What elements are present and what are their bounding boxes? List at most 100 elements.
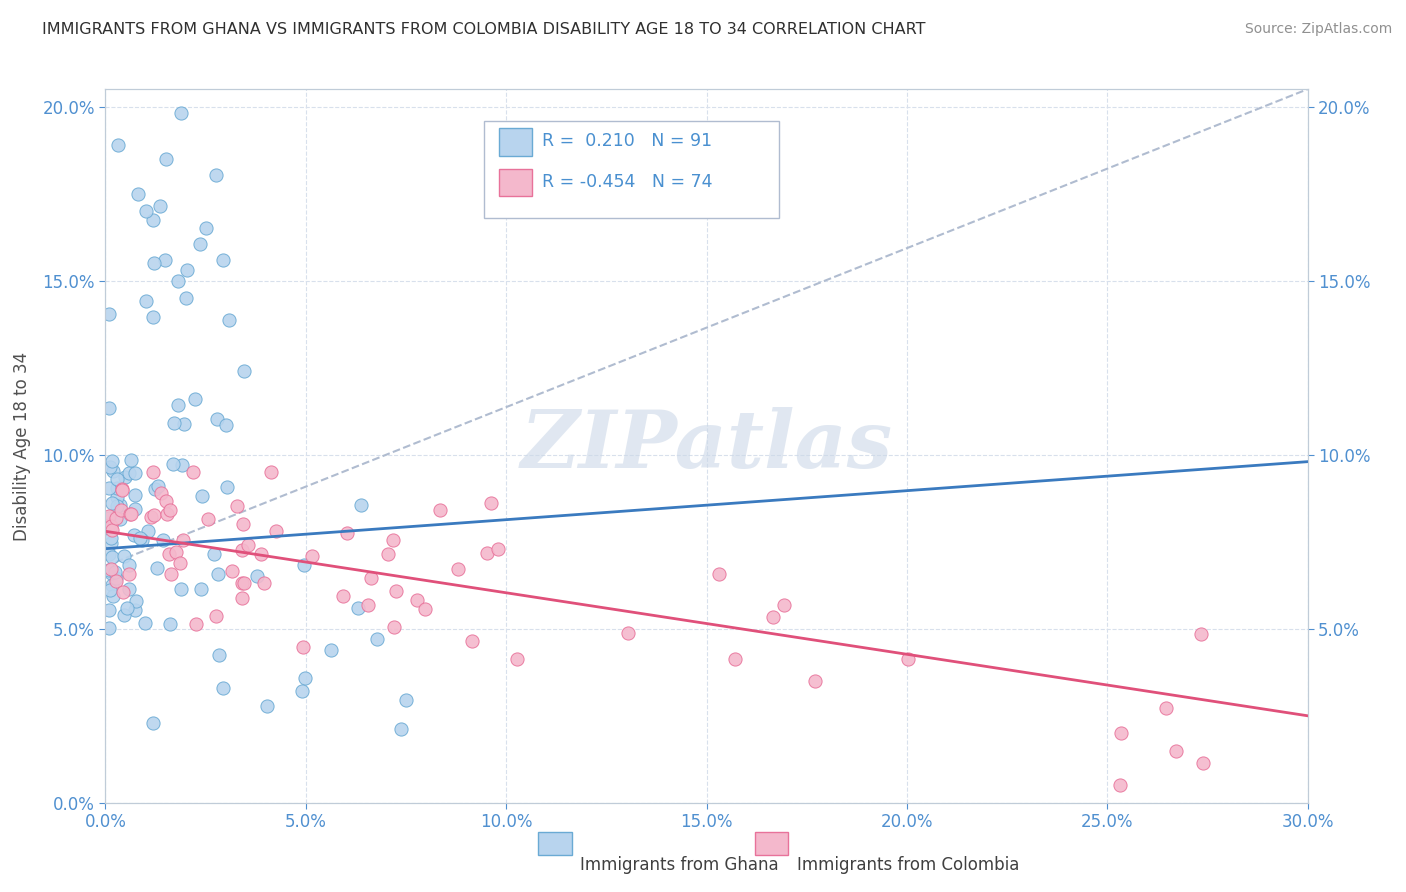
Point bbox=[162, 457, 184, 471]
Point bbox=[111, 482, 134, 496]
Point bbox=[149, 199, 172, 213]
Point bbox=[156, 507, 179, 521]
Point bbox=[256, 698, 278, 713]
Point bbox=[212, 253, 235, 268]
Text: ZIPatlas: ZIPatlas bbox=[520, 408, 893, 484]
Point bbox=[205, 169, 228, 183]
Point bbox=[107, 500, 129, 514]
Point bbox=[105, 511, 128, 525]
Point bbox=[142, 465, 165, 479]
Point bbox=[460, 634, 482, 648]
Point bbox=[100, 531, 122, 545]
Point bbox=[617, 626, 640, 640]
Point bbox=[447, 562, 470, 576]
Point bbox=[389, 722, 412, 736]
Point bbox=[101, 454, 124, 468]
Point bbox=[385, 583, 408, 598]
Point bbox=[142, 310, 165, 324]
Point bbox=[191, 489, 214, 503]
Point bbox=[111, 483, 134, 497]
Point bbox=[173, 417, 195, 432]
Point bbox=[135, 204, 157, 219]
Point bbox=[246, 569, 269, 583]
Point bbox=[395, 692, 418, 706]
Text: R =  0.210   N = 91: R = 0.210 N = 91 bbox=[541, 132, 711, 150]
Point bbox=[112, 584, 135, 599]
Point bbox=[160, 566, 183, 581]
Text: Immigrants from Ghana: Immigrants from Ghana bbox=[581, 856, 779, 874]
Point bbox=[218, 313, 240, 327]
Point bbox=[202, 548, 225, 562]
Point bbox=[406, 592, 429, 607]
Point bbox=[170, 105, 193, 120]
FancyBboxPatch shape bbox=[499, 128, 533, 155]
Point bbox=[166, 274, 188, 288]
Point bbox=[413, 601, 436, 615]
Point bbox=[336, 526, 359, 541]
Point bbox=[120, 507, 142, 521]
Point bbox=[114, 470, 136, 484]
Point bbox=[100, 566, 122, 581]
Point bbox=[264, 524, 287, 539]
FancyBboxPatch shape bbox=[755, 832, 789, 855]
Point bbox=[157, 547, 180, 561]
Point bbox=[104, 574, 127, 588]
Point bbox=[170, 582, 193, 597]
Point bbox=[506, 652, 529, 666]
Point bbox=[1189, 627, 1212, 641]
Point bbox=[100, 562, 122, 576]
Point bbox=[292, 640, 315, 654]
Point bbox=[105, 490, 128, 504]
Point bbox=[291, 683, 314, 698]
Point bbox=[231, 591, 253, 605]
Point bbox=[194, 221, 217, 235]
Point bbox=[207, 567, 229, 582]
Point bbox=[360, 570, 382, 584]
Point bbox=[112, 549, 135, 563]
Point bbox=[98, 563, 121, 577]
Point bbox=[159, 617, 181, 632]
Point bbox=[125, 593, 148, 607]
Point bbox=[124, 502, 146, 516]
Point bbox=[176, 262, 198, 277]
Point bbox=[98, 307, 121, 321]
Point bbox=[382, 619, 405, 633]
Point bbox=[163, 416, 186, 430]
Point bbox=[98, 459, 121, 474]
Point bbox=[127, 186, 149, 201]
Point bbox=[165, 545, 187, 559]
Point bbox=[142, 213, 165, 227]
Point bbox=[301, 549, 323, 563]
Point bbox=[117, 600, 139, 615]
Point bbox=[707, 567, 730, 582]
Point bbox=[105, 481, 128, 495]
Point bbox=[112, 608, 135, 623]
Point bbox=[105, 571, 128, 585]
Point bbox=[475, 546, 498, 560]
Point bbox=[186, 616, 208, 631]
Point bbox=[1111, 726, 1133, 740]
Point bbox=[183, 465, 205, 479]
Point bbox=[357, 599, 380, 613]
Point bbox=[190, 582, 212, 596]
Point bbox=[253, 576, 276, 591]
Point bbox=[150, 485, 173, 500]
Point bbox=[211, 681, 233, 695]
Point bbox=[233, 576, 256, 591]
Point bbox=[98, 401, 121, 415]
Text: Source: ZipAtlas.com: Source: ZipAtlas.com bbox=[1244, 22, 1392, 37]
Point bbox=[100, 518, 122, 533]
Point bbox=[143, 482, 166, 496]
Point bbox=[347, 601, 370, 615]
Point bbox=[98, 481, 121, 495]
Point bbox=[172, 533, 194, 547]
Point bbox=[166, 398, 188, 412]
Point bbox=[136, 524, 159, 538]
Point bbox=[98, 583, 121, 598]
Point bbox=[117, 467, 139, 481]
Point bbox=[110, 503, 132, 517]
Point bbox=[152, 533, 174, 548]
FancyBboxPatch shape bbox=[499, 169, 533, 196]
Point bbox=[155, 252, 177, 267]
Point bbox=[101, 550, 124, 565]
